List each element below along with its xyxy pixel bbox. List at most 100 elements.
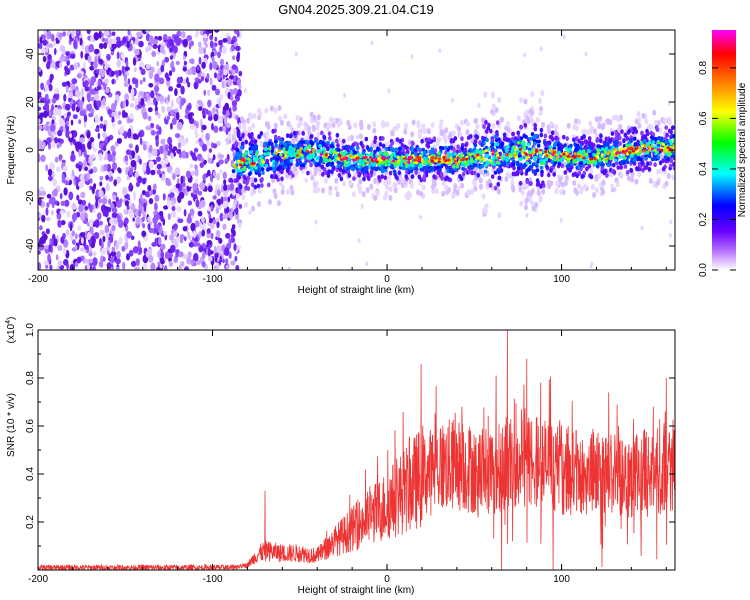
ridge-blob [285, 168, 290, 174]
noise-blob [140, 193, 143, 202]
ridge-blob [282, 156, 286, 160]
ridge-blob [430, 121, 435, 128]
noise-blob [48, 83, 53, 92]
ridge-blob [533, 126, 538, 132]
noise-blob [191, 152, 196, 161]
noise-blob [199, 181, 206, 191]
ridge-blob [396, 122, 401, 129]
ridge-blob [494, 107, 499, 113]
noise-blob [222, 109, 227, 115]
noise-blob [80, 50, 84, 59]
noise-blob [124, 200, 129, 207]
ridge-blob [525, 179, 529, 185]
ridge-blob [671, 125, 675, 131]
ridge-blob [580, 174, 585, 179]
noise-blob [49, 238, 53, 246]
ridge-blob [481, 117, 485, 124]
noise-blob [183, 55, 186, 61]
noise-blob [224, 213, 229, 219]
ridge-blob [435, 140, 440, 147]
ridge-blob [367, 176, 371, 182]
faint-blob [410, 54, 414, 60]
ridge-blob [330, 169, 334, 175]
noise-blob [86, 104, 90, 111]
ridge-blob [330, 148, 334, 152]
noise-blob [187, 112, 193, 121]
ridge-blob [647, 166, 652, 172]
noise-blob [180, 98, 185, 107]
ridge-blob [242, 123, 247, 130]
noise-blob [129, 103, 135, 108]
noise-blob [154, 73, 160, 83]
ridge-blob [280, 169, 284, 175]
noise-blob [62, 232, 66, 240]
ridge-blob [384, 163, 388, 167]
ridge-blob [266, 151, 270, 156]
noise-blob [213, 125, 219, 133]
noise-blob [215, 207, 219, 215]
noise-blob [186, 231, 191, 239]
noise-blob [71, 213, 78, 222]
ridge-blob [321, 187, 325, 194]
noise-blob [154, 194, 160, 202]
ridge-blob [440, 172, 444, 177]
ridge-blob [373, 139, 377, 145]
noise-blob [174, 167, 181, 176]
noise-blob [215, 184, 220, 191]
ridge-blob [265, 158, 270, 164]
ridge-blob [466, 135, 471, 141]
noise-blob [134, 266, 140, 270]
noise-blob [207, 247, 211, 257]
ridge-blob [487, 147, 491, 151]
noise-blob [221, 46, 227, 55]
ridge-blob [288, 133, 293, 139]
ridge-blob [279, 153, 283, 157]
noise-blob [72, 114, 78, 120]
noise-blob [213, 113, 219, 122]
ridge-blob [500, 156, 504, 160]
ridge-blob [383, 179, 388, 186]
noise-blob [60, 200, 66, 206]
ridge-blob [424, 165, 429, 170]
noise-blob [164, 265, 168, 270]
ridge-blob [585, 155, 589, 159]
ridge-blob [546, 172, 551, 178]
ridge-blob [373, 195, 378, 201]
noise-blob [136, 31, 142, 37]
ridge-blob [388, 194, 393, 201]
ridge-blob [342, 180, 347, 187]
ridge-blob [321, 141, 325, 146]
noise-blob [168, 260, 174, 267]
noise-blob [110, 103, 117, 111]
ridge-blob [601, 189, 606, 195]
ridge-blob [253, 139, 258, 145]
ridge-blob [575, 143, 580, 148]
ridge-blob [274, 143, 279, 148]
noise-blob [79, 37, 83, 46]
ridge-blob [598, 157, 602, 162]
ridge-blob [478, 177, 483, 184]
noise-blob [59, 192, 63, 200]
ridge-blob [410, 174, 415, 180]
noise-blob [202, 108, 205, 117]
noise-blob [100, 255, 104, 264]
noise-blob [202, 173, 206, 182]
noise-blob [212, 154, 216, 161]
ridge-blob [653, 119, 658, 126]
noise-blob [38, 42, 43, 49]
noise-blob [200, 199, 206, 208]
noise-blob [178, 191, 185, 199]
noise-blob [216, 245, 222, 254]
ridge-blob [425, 142, 430, 148]
ridge-blob [511, 186, 516, 193]
ridge-blob [343, 163, 348, 167]
noise-blob [99, 123, 104, 129]
ridge-blob [288, 170, 293, 176]
ridge-blob [416, 168, 421, 175]
noise-blob [49, 264, 53, 270]
noise-blob [170, 211, 177, 218]
ridge-blob [536, 189, 541, 196]
ridge-blob [565, 136, 569, 142]
ridge-blob [253, 184, 258, 190]
noise-blob [100, 247, 107, 256]
